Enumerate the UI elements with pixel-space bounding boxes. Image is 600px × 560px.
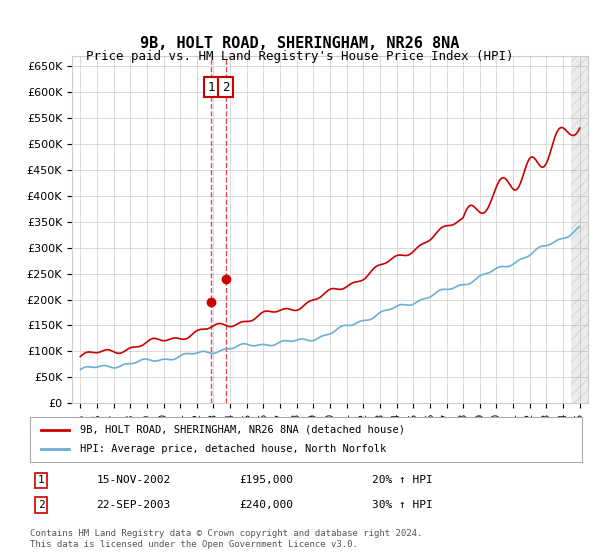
- Text: 2: 2: [38, 500, 44, 510]
- Text: Price paid vs. HM Land Registry's House Price Index (HPI): Price paid vs. HM Land Registry's House …: [86, 50, 514, 63]
- Text: 30% ↑ HPI: 30% ↑ HPI: [372, 500, 433, 510]
- Text: 15-NOV-2002: 15-NOV-2002: [96, 475, 170, 486]
- Text: £240,000: £240,000: [240, 500, 294, 510]
- Text: 2: 2: [222, 81, 229, 94]
- Text: £195,000: £195,000: [240, 475, 294, 486]
- Text: Contains HM Land Registry data © Crown copyright and database right 2024.
This d: Contains HM Land Registry data © Crown c…: [30, 529, 422, 549]
- Text: HPI: Average price, detached house, North Norfolk: HPI: Average price, detached house, Nort…: [80, 445, 386, 455]
- Text: 9B, HOLT ROAD, SHERINGHAM, NR26 8NA: 9B, HOLT ROAD, SHERINGHAM, NR26 8NA: [140, 36, 460, 52]
- Text: 20% ↑ HPI: 20% ↑ HPI: [372, 475, 433, 486]
- Text: 1: 1: [208, 81, 215, 94]
- Text: 22-SEP-2003: 22-SEP-2003: [96, 500, 170, 510]
- Text: 9B, HOLT ROAD, SHERINGHAM, NR26 8NA (detached house): 9B, HOLT ROAD, SHERINGHAM, NR26 8NA (det…: [80, 424, 404, 435]
- Text: 1: 1: [38, 475, 44, 486]
